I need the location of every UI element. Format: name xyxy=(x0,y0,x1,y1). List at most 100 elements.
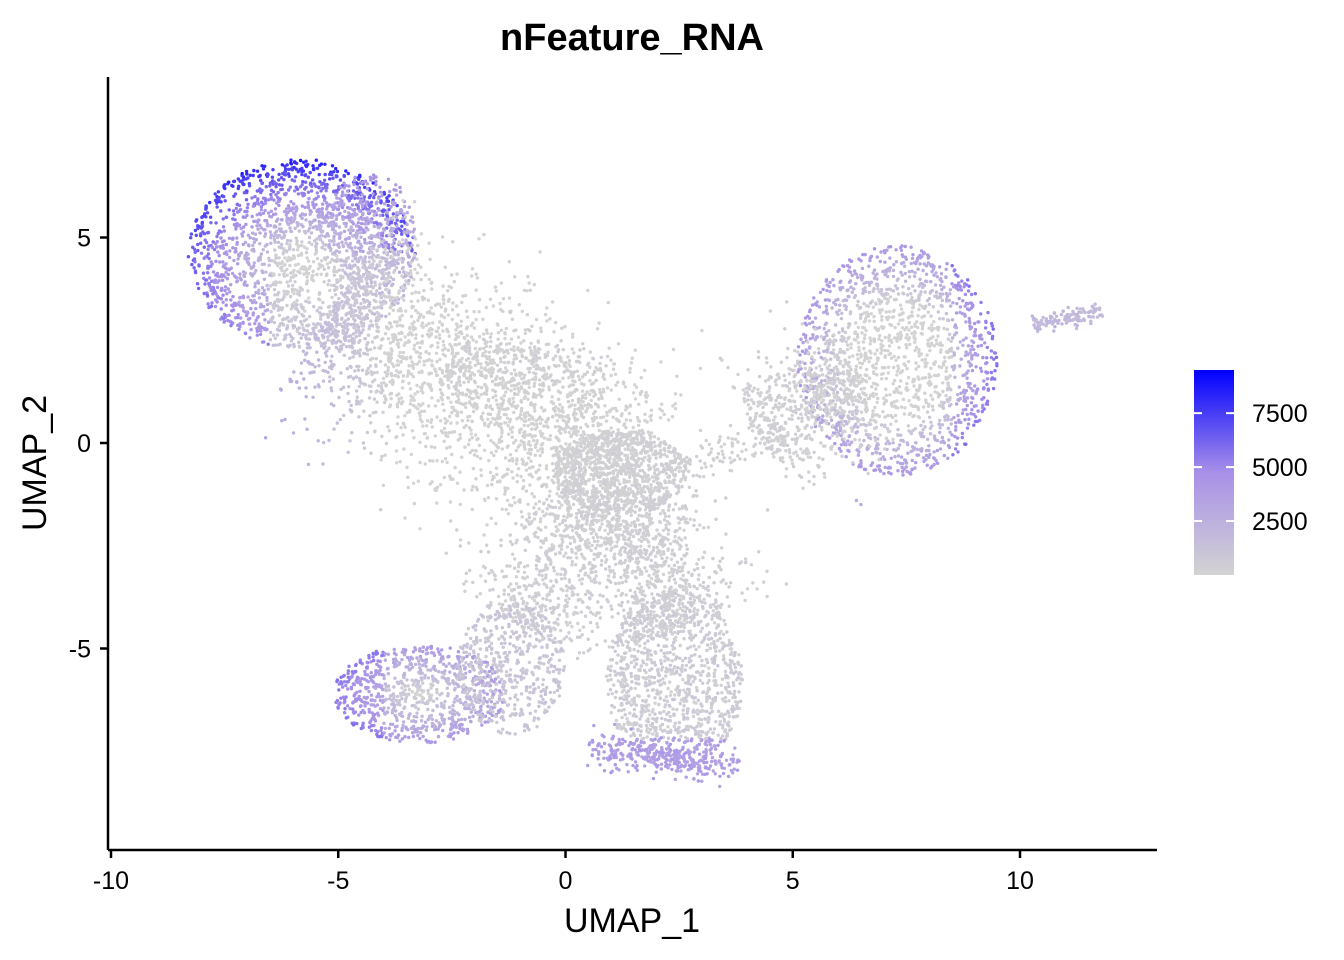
data-point xyxy=(372,371,376,375)
data-point xyxy=(588,379,592,383)
data-point xyxy=(199,241,203,245)
data-point xyxy=(189,232,194,236)
data-point xyxy=(274,229,279,233)
data-point xyxy=(282,177,286,182)
data-point xyxy=(495,351,499,355)
data-point xyxy=(319,317,323,321)
data-point xyxy=(274,185,278,189)
data-point xyxy=(409,452,413,457)
data-point xyxy=(460,356,464,361)
data-point xyxy=(381,213,385,217)
data-point xyxy=(363,255,367,259)
data-point xyxy=(423,462,427,466)
data-point xyxy=(441,329,445,333)
data-point xyxy=(369,233,373,238)
data-point xyxy=(505,348,509,353)
data-point xyxy=(447,334,451,338)
data-point xyxy=(285,259,289,263)
data-point xyxy=(473,346,478,351)
data-point xyxy=(486,434,490,438)
data-point xyxy=(328,379,332,383)
data-point xyxy=(342,413,346,418)
data-point xyxy=(523,430,527,434)
data-point xyxy=(449,477,453,481)
data-point xyxy=(345,324,349,329)
data-point xyxy=(235,279,240,283)
data-point xyxy=(486,417,490,421)
data-point xyxy=(401,433,405,437)
data-point xyxy=(535,425,539,430)
data-point xyxy=(526,502,530,506)
data-point xyxy=(520,406,524,411)
data-point xyxy=(630,356,634,360)
data-point xyxy=(442,315,447,320)
data-point xyxy=(498,479,502,483)
data-point xyxy=(297,340,301,344)
data-point xyxy=(401,374,405,378)
data-point xyxy=(378,390,383,394)
data-point xyxy=(488,297,493,301)
data-point xyxy=(576,397,581,402)
data-point xyxy=(565,368,570,372)
data-point xyxy=(276,343,281,347)
data-point xyxy=(528,413,532,417)
data-point xyxy=(344,169,348,173)
data-point xyxy=(509,372,514,376)
data-point xyxy=(623,447,627,451)
data-point xyxy=(203,238,207,242)
data-point xyxy=(390,362,395,366)
data-point xyxy=(249,328,253,332)
data-point xyxy=(306,229,310,233)
data-point xyxy=(538,378,542,382)
data-point xyxy=(277,273,282,277)
data-point xyxy=(350,259,355,263)
data-point xyxy=(319,341,323,345)
data-point xyxy=(389,373,394,378)
data-point xyxy=(673,392,678,396)
data-point xyxy=(558,402,562,407)
data-point xyxy=(383,370,387,374)
data-point xyxy=(362,409,366,413)
data-point xyxy=(504,385,508,389)
data-point xyxy=(430,396,434,400)
data-point xyxy=(205,211,210,215)
data-point xyxy=(274,256,278,260)
data-point xyxy=(442,475,446,480)
data-point xyxy=(278,387,283,391)
data-point xyxy=(348,408,352,412)
data-point xyxy=(339,258,343,262)
data-point xyxy=(438,388,442,392)
data-point xyxy=(332,403,336,408)
data-point xyxy=(329,386,333,390)
data-point xyxy=(533,445,538,449)
data-point xyxy=(402,447,406,451)
data-point xyxy=(251,173,255,178)
data-point xyxy=(529,447,534,452)
data-point xyxy=(536,339,540,343)
data-point xyxy=(527,385,531,390)
data-point xyxy=(211,270,216,274)
data-point xyxy=(310,242,314,247)
data-point xyxy=(399,207,403,212)
data-point xyxy=(479,473,483,478)
data-point xyxy=(247,184,252,188)
data-point xyxy=(481,411,485,415)
data-point xyxy=(539,406,544,410)
data-point xyxy=(398,190,403,194)
data-point xyxy=(375,310,379,315)
data-point xyxy=(341,243,345,248)
data-point xyxy=(531,422,535,426)
data-point xyxy=(537,499,542,504)
data-point xyxy=(412,227,417,231)
data-point xyxy=(278,306,282,310)
data-point xyxy=(515,480,519,484)
data-point xyxy=(468,366,472,370)
data-point xyxy=(409,314,414,319)
data-point xyxy=(389,248,393,252)
data-point xyxy=(306,360,310,364)
data-point xyxy=(477,237,481,241)
data-point xyxy=(396,301,400,305)
data-point xyxy=(229,298,233,302)
data-point xyxy=(280,183,284,187)
data-point xyxy=(408,246,412,250)
